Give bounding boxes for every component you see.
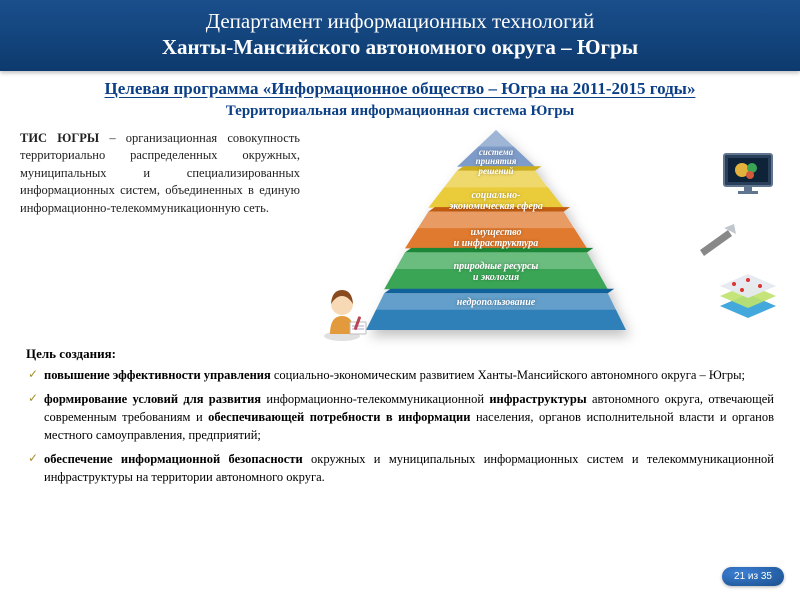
page-badge: 21 из 35: [722, 567, 784, 586]
header-line2: Ханты-Мансийского автономного округа – Ю…: [10, 34, 790, 60]
page-sep: из: [745, 571, 761, 582]
pointer-icon: [694, 220, 750, 266]
description-bold: ТИС ЮГРЫ: [20, 131, 99, 145]
goal-heading: Цель создания:: [0, 340, 800, 362]
pyramid-chart: [366, 130, 626, 330]
header-line1: Департамент информационных технологий: [10, 8, 790, 34]
monitor-icon: [720, 150, 776, 196]
page-current: 21: [734, 571, 745, 582]
goal-item: повышение эффективности управления социа…: [30, 366, 774, 384]
goal-item: обеспечение информационной безопасности …: [30, 450, 774, 486]
program-title: Целевая программа «Информационное общест…: [0, 71, 800, 103]
figure-area: системапринятиярешенийсоциально-экономич…: [316, 130, 780, 340]
content-row: ТИС ЮГРЫ – организационная совокупность …: [0, 126, 800, 340]
goal-item: формирование условий для развития информ…: [30, 390, 774, 444]
goals-list: повышение эффективности управления социа…: [0, 362, 800, 487]
description-text: ТИС ЮГРЫ – организационная совокупность …: [20, 130, 300, 218]
user-icon: [320, 282, 370, 342]
slide-header: Департамент информационных технологий Ха…: [0, 0, 800, 71]
subtitle: Территориальная информационная система Ю…: [0, 103, 800, 126]
page-total: 35: [761, 571, 772, 582]
map-layers-icon: [712, 272, 784, 330]
